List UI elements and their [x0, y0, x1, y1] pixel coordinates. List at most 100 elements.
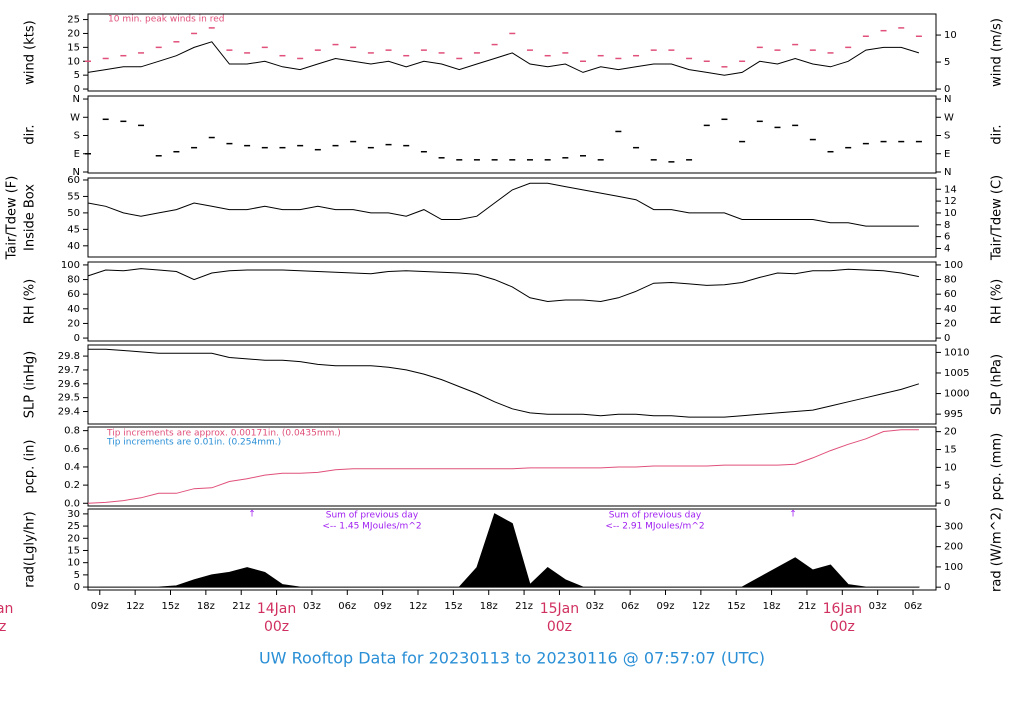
y2-tick-label: 6 — [944, 232, 950, 243]
y2-axis-label: pcp. (mm) — [990, 433, 1005, 500]
x-tick-label: 15z — [162, 601, 180, 612]
y2-axis-label: Tair/Tdew (C) — [990, 175, 1005, 261]
y2-tick-label: N — [944, 94, 951, 105]
y2-axis-label: RH (%) — [990, 279, 1005, 324]
y2-tick-label: 15 — [944, 445, 957, 456]
date-tick-label: 14Jan — [257, 601, 296, 617]
x-tick-label: 12z — [692, 601, 710, 612]
y-tick-label: 0.6 — [64, 444, 80, 455]
y2-tick-label: 20 — [944, 427, 957, 438]
data-line — [87, 182, 919, 227]
y-tick-label: 25 — [67, 521, 80, 532]
y-tick-label: 29.7 — [58, 365, 80, 376]
y2-tick-label: 8 — [944, 220, 950, 231]
y-axis-label: wind (kts) — [23, 20, 38, 84]
y-tick-label: 20 — [67, 318, 80, 329]
y2-axis-label: dir. — [990, 124, 1005, 144]
y-axis-label: SLP (inHg) — [23, 351, 38, 419]
data-line — [88, 348, 920, 418]
data-line — [87, 41, 920, 76]
panel-frame — [87, 344, 937, 425]
y2-tick-label: 14 — [944, 184, 957, 195]
y2-tick-label: 0 — [944, 333, 950, 344]
y-tick-label: 60 — [67, 175, 80, 186]
y2-tick-label: 10 — [944, 208, 957, 219]
y-axis-label: Inside Box — [23, 184, 38, 251]
y2-tick-label: 20 — [944, 318, 957, 329]
x-tick-label: 09z — [91, 601, 109, 612]
date-tick-label: 15Jan — [540, 601, 579, 617]
y2-tick-label: 40 — [944, 304, 957, 315]
annotation: Sum of previous day — [609, 511, 702, 521]
y2-tick-label: 0 — [944, 498, 950, 509]
y-axis-label: Tair/Tdew (F) — [5, 176, 20, 261]
y-tick-label: 30 — [67, 509, 80, 520]
panel-frame — [87, 95, 937, 174]
annotation: Tip increments are 0.01in. (0.254mm.) — [106, 438, 281, 448]
y-tick-label: 50 — [67, 208, 80, 219]
annotation: <-- 2.91 MJoules/m^2 — [605, 522, 704, 532]
y2-tick-label: 100 — [944, 260, 963, 271]
x-tick-label: 15z — [727, 601, 745, 612]
y-tick-label: 0.8 — [64, 426, 80, 437]
x-tick-label: 12z — [409, 601, 427, 612]
y-tick-label: S — [74, 131, 80, 142]
y-tick-label: 100 — [61, 260, 80, 271]
y-tick-label: 45 — [67, 224, 80, 235]
annotation: Sum of previous day — [326, 511, 419, 521]
y2-tick-label: 100 — [944, 562, 963, 573]
y2-tick-label: 60 — [944, 289, 957, 300]
y2-tick-label: S — [944, 131, 950, 142]
y2-tick-label: 12 — [944, 196, 957, 207]
y2-tick-label: 995 — [944, 409, 963, 420]
y2-tick-label: 5 — [944, 480, 950, 491]
y2-tick-label: 80 — [944, 275, 957, 286]
y-tick-label: W — [70, 112, 80, 123]
panel-frame — [87, 13, 937, 92]
y-tick-label: 10 — [67, 558, 80, 569]
y-tick-label: 25 — [67, 15, 80, 26]
x-tick-label: 18z — [480, 601, 498, 612]
y-tick-label: 5 — [74, 570, 80, 581]
y2-tick-label: 0 — [944, 582, 950, 593]
y2-tick-label: 1005 — [944, 368, 969, 379]
date-tick-sublabel: 00z — [0, 619, 6, 635]
annotation: 10 min. peak winds in red — [108, 15, 225, 25]
data-line — [87, 268, 919, 303]
x-tick-label: 18z — [197, 601, 215, 612]
y-axis-label: RH (%) — [23, 279, 38, 324]
y-tick-label: N — [73, 94, 80, 105]
y-tick-label: 15 — [67, 545, 80, 556]
annotation: Tip increments are approx. 0.00171in. (0… — [106, 429, 341, 439]
x-tick-label: 15z — [444, 601, 462, 612]
y-tick-label: 0 — [74, 84, 80, 95]
annotation: <-- 1.45 MJoules/m^2 — [322, 522, 421, 532]
x-tick-label: 03z — [869, 601, 887, 612]
y-tick-label: 0.4 — [64, 462, 80, 473]
y2-tick-label: W — [944, 112, 954, 123]
y-tick-label: 15 — [67, 42, 80, 53]
y2-tick-label: E — [944, 149, 950, 160]
x-tick-label: 06z — [338, 601, 356, 612]
panel-frame — [87, 177, 937, 258]
y2-tick-label: 10 — [944, 30, 957, 41]
x-tick-label: 21z — [232, 601, 250, 612]
y-tick-label: N — [73, 167, 80, 178]
x-tick-label: 12z — [126, 601, 144, 612]
y2-tick-label: 1010 — [944, 347, 969, 358]
date-tick-sublabel: 00z — [264, 619, 289, 635]
date-tick-label: 13Jan — [0, 601, 13, 617]
y2-tick-label: 1000 — [944, 389, 969, 400]
panel-frame — [87, 508, 937, 591]
y-axis-label: pcp. (in) — [23, 440, 38, 494]
date-tick-label: 16Jan — [823, 601, 862, 617]
data-area — [87, 513, 920, 588]
y-tick-label: 0 — [74, 582, 80, 593]
x-tick-label: 09z — [657, 601, 675, 612]
y-tick-label: 29.5 — [58, 393, 80, 404]
y-tick-label: 55 — [67, 191, 80, 202]
x-tick-label: 21z — [798, 601, 816, 612]
y2-tick-label: 10 — [944, 462, 957, 473]
x-tick-label: 18z — [763, 601, 781, 612]
